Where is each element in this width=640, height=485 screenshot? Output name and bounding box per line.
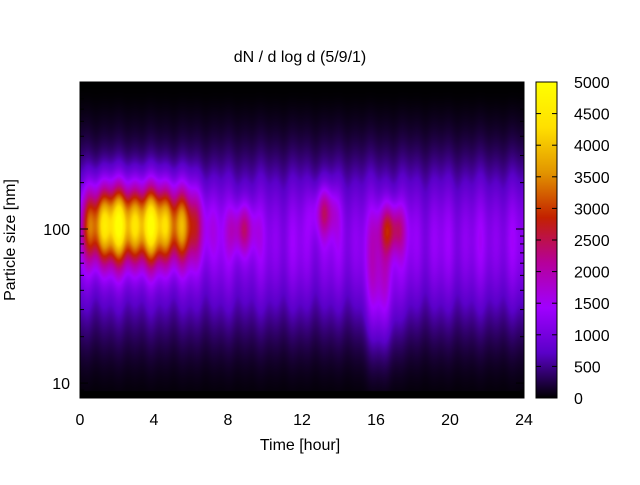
- colorbar-tick-label: 2500: [574, 233, 610, 250]
- x-tick-label: 16: [367, 412, 385, 429]
- colorbar-ticks: 0 500 1000 1500 2000 2500 3000 3500 4000 4500 5000: [536, 75, 610, 408]
- colorbar-tick-label: 4000: [574, 138, 610, 155]
- x-axis-label: Time [hour]: [260, 437, 340, 454]
- x-tick-label: 8: [224, 412, 233, 429]
- x-tick-label: 0: [76, 412, 85, 429]
- x-tick-label: 4: [150, 412, 159, 429]
- x-tick-label: 12: [293, 412, 311, 429]
- chart-title: dN / d log d (5/9/1): [234, 49, 367, 66]
- colorbar-tick-label: 5000: [574, 75, 610, 92]
- colorbar-tick-label: 3000: [574, 201, 610, 218]
- colorbar-tick-label: 0: [574, 391, 583, 408]
- x-tick-label: 24: [515, 412, 533, 429]
- y-tick-label: 10: [52, 376, 70, 393]
- colorbar: 0 500 1000 1500 2000 2500 3000 3500 4000 4500 5000: [535, 75, 610, 408]
- y-tick-label: 100: [43, 222, 70, 239]
- colorbar-tick-label: 2000: [574, 265, 610, 282]
- colorbar-tick-label: 4500: [574, 107, 610, 124]
- heatmap-image: [80, 82, 524, 398]
- colorbar-tick-label: 3500: [574, 170, 610, 187]
- y-axis: 10 100: [43, 81, 524, 399]
- heatmap-plot-area: [79, 81, 525, 399]
- x-axis: 0 4 8 12 16 20 24: [76, 82, 533, 429]
- colorbar-tick-label: 1000: [574, 328, 610, 345]
- y-axis-label: Particle size [nm]: [2, 179, 19, 301]
- colorbar-tick-label: 500: [574, 359, 601, 376]
- x-tick-label: 20: [441, 412, 459, 429]
- colorbar-tick-label: 1500: [574, 296, 610, 313]
